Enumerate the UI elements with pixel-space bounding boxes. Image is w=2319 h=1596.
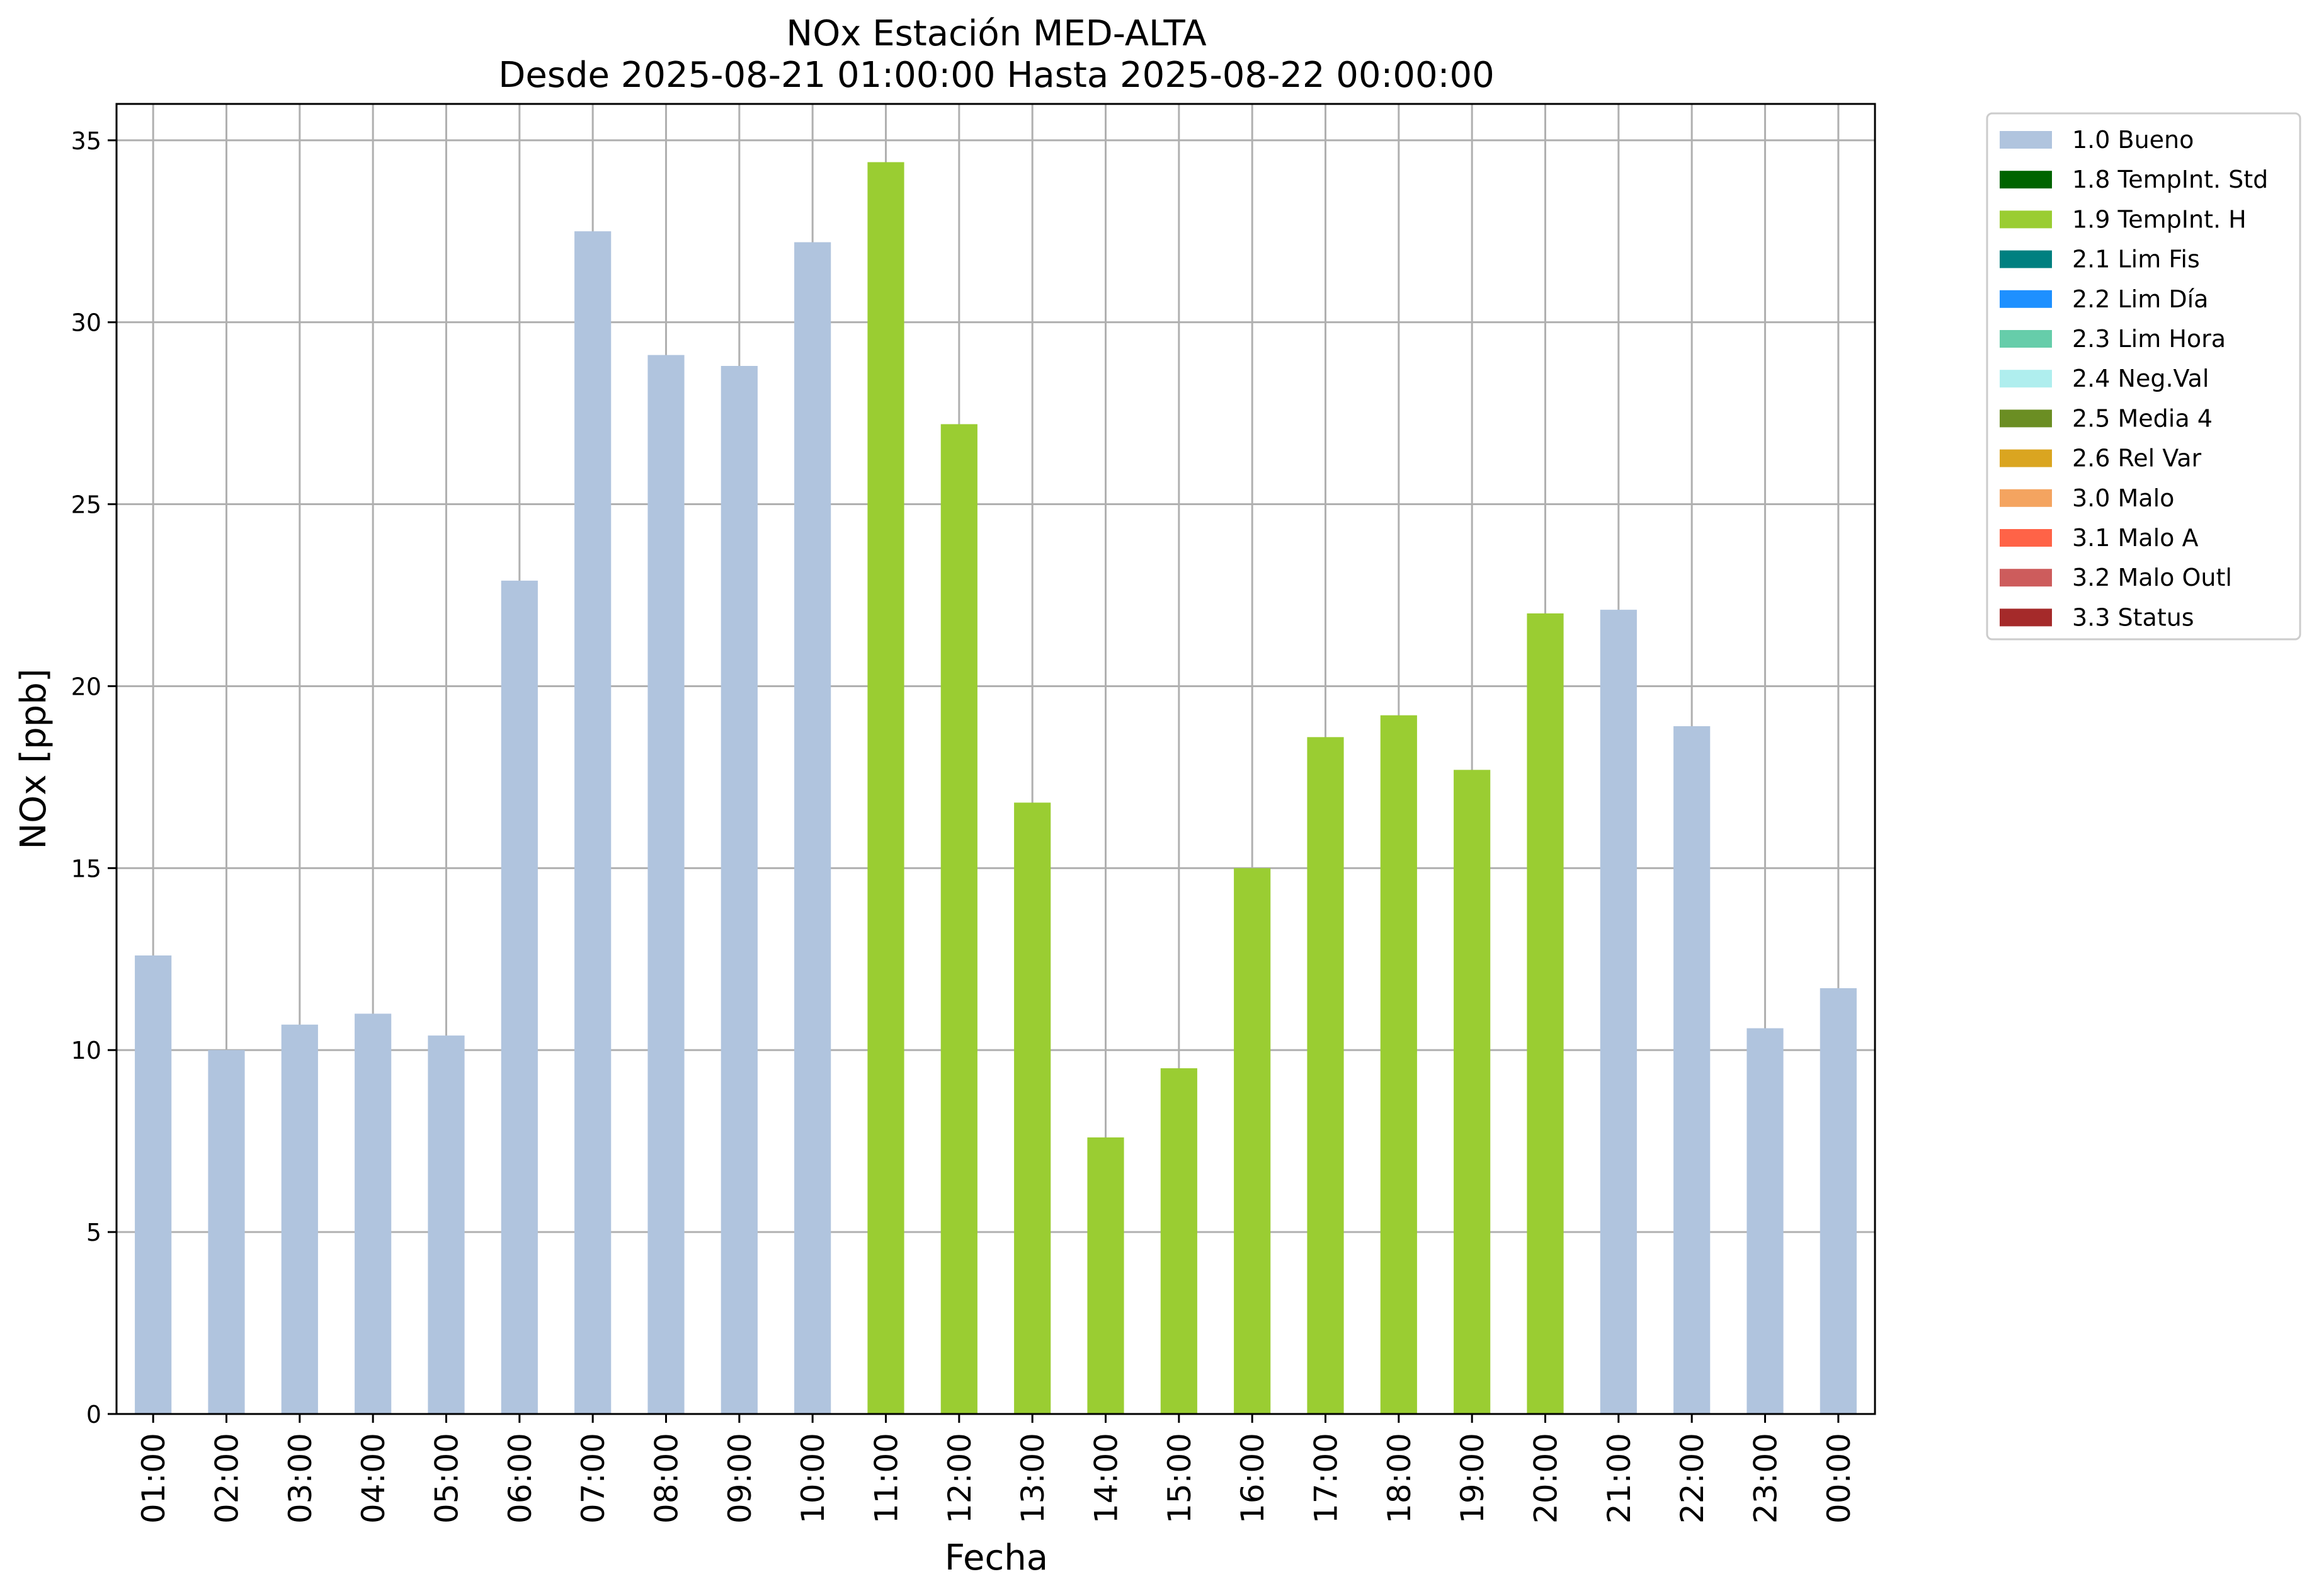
legend-items: 1.0 Bueno 1.8 TempInt. Std 1.9 TempInt. H 2… — [2000, 126, 2268, 631]
y-tick-label: 5 — [86, 1219, 101, 1246]
plot-frame — [115, 103, 1876, 1415]
bar — [208, 1050, 245, 1414]
legend-swatch — [2000, 569, 2052, 587]
legend-swatch — [2000, 131, 2052, 149]
legend-label: 1.9 TempInt. H — [2072, 205, 2247, 233]
x-tick-label: 18:00 — [1381, 1433, 1418, 1524]
bar — [501, 580, 538, 1414]
y-tick-label: 25 — [71, 491, 101, 519]
x-tick-label: 20:00 — [1528, 1433, 1564, 1524]
x-axis-label: Fecha — [945, 1537, 1048, 1578]
legend-swatch — [2000, 529, 2052, 547]
bar — [1820, 988, 1857, 1414]
legend: 1.0 Bueno 1.8 TempInt. Std 1.9 TempInt. H 2… — [1986, 112, 2301, 641]
bar — [1673, 726, 1711, 1414]
y-tick-label: 20 — [71, 673, 101, 700]
bar — [1014, 802, 1051, 1414]
x-tick-label: 02:00 — [209, 1433, 246, 1524]
y-tick-label: 15 — [71, 855, 101, 882]
x-tick-label: 08:00 — [649, 1433, 685, 1524]
legend-label: 2.5 Media 4 — [2072, 404, 2213, 432]
legend-swatch — [2000, 409, 2052, 428]
x-tick-label: 23:00 — [1748, 1433, 1784, 1524]
bar — [647, 355, 685, 1414]
x-tick-label: 05:00 — [429, 1433, 465, 1524]
bar — [1746, 1028, 1784, 1414]
bar — [1527, 613, 1564, 1414]
legend-label: 2.2 Lim Día — [2072, 285, 2208, 313]
x-tick-label: 03:00 — [282, 1433, 319, 1524]
legend-box — [1986, 112, 2301, 641]
y-tick-label: 10 — [71, 1037, 101, 1064]
x-tick-label: 15:00 — [1161, 1433, 1198, 1524]
bar — [1454, 770, 1491, 1414]
bar — [135, 955, 172, 1414]
x-tick-label: 17:00 — [1308, 1433, 1345, 1524]
legend-swatch — [2000, 449, 2052, 467]
bar — [1160, 1068, 1197, 1414]
x-tick-label: 22:00 — [1674, 1433, 1711, 1524]
legend-label: 3.3 Status — [2072, 603, 2194, 631]
bar — [1600, 610, 1637, 1414]
legend-label: 2.4 Neg.Val — [2072, 365, 2209, 392]
y-tick-label: 35 — [71, 127, 101, 155]
bar — [1087, 1137, 1124, 1414]
chart-subtitle: Desde 2025-08-21 01:00:00 Hasta 2025-08-… — [498, 55, 1495, 96]
x-tick-label: 16:00 — [1234, 1433, 1271, 1524]
legend-swatch — [2000, 489, 2052, 507]
x-tick-label: 00:00 — [1821, 1433, 1857, 1524]
bar — [1380, 715, 1417, 1414]
legend-swatch — [2000, 370, 2052, 388]
legend-label: 2.3 Lim Hora — [2072, 325, 2226, 353]
bar — [1234, 868, 1271, 1414]
x-tick-label: 01:00 — [135, 1433, 172, 1524]
x-axis-ticks: 01:00 02:00 03:00 04:00 05:00 06:00 07:00 08:00… — [135, 1414, 1857, 1524]
bar — [355, 1013, 392, 1414]
x-tick-label: 14:00 — [1088, 1433, 1125, 1524]
x-tick-label: 21:00 — [1601, 1433, 1638, 1524]
x-tick-label: 11:00 — [869, 1433, 905, 1524]
bar — [574, 231, 612, 1415]
x-tick-label: 10:00 — [795, 1433, 831, 1524]
bar — [794, 242, 831, 1414]
bar — [940, 424, 977, 1414]
legend-label: 2.1 Lim Fis — [2072, 246, 2200, 273]
legend-label: 2.6 Rel Var — [2072, 445, 2202, 472]
y-axis-label: NOx [ppb] — [13, 668, 54, 849]
bar — [281, 1024, 318, 1414]
chart-title: NOx Estación MED-ALTA — [786, 13, 1206, 54]
legend-swatch — [2000, 210, 2052, 229]
y-axis-ticks: 0 5 10 15 20 25 30 35 — [71, 127, 117, 1428]
legend-swatch — [2000, 608, 2052, 627]
legend-label: 1.8 TempInt. Std — [2072, 166, 2268, 193]
legend-label: 3.0 Malo — [2072, 484, 2174, 512]
legend-label: 3.1 Malo A — [2072, 524, 2198, 552]
legend-swatch — [2000, 250, 2052, 268]
x-tick-label: 07:00 — [575, 1433, 612, 1524]
x-tick-label: 12:00 — [942, 1433, 978, 1524]
bar — [1307, 737, 1344, 1414]
legend-swatch — [2000, 330, 2052, 348]
legend-label: 1.0 Bueno — [2072, 126, 2194, 154]
bar — [428, 1035, 465, 1414]
y-tick-label: 30 — [71, 309, 101, 337]
y-tick-label: 0 — [86, 1401, 101, 1428]
x-tick-label: 06:00 — [502, 1433, 538, 1524]
legend-swatch — [2000, 171, 2052, 189]
bar — [721, 366, 758, 1414]
x-tick-label: 09:00 — [722, 1433, 758, 1524]
bar-layer — [135, 162, 1857, 1415]
legend-label: 3.2 Malo Outl — [2072, 564, 2232, 591]
x-tick-label: 04:00 — [355, 1433, 392, 1524]
bar — [867, 162, 904, 1414]
legend-swatch — [2000, 290, 2052, 308]
x-tick-label: 19:00 — [1454, 1433, 1491, 1524]
x-tick-label: 13:00 — [1015, 1433, 1051, 1524]
